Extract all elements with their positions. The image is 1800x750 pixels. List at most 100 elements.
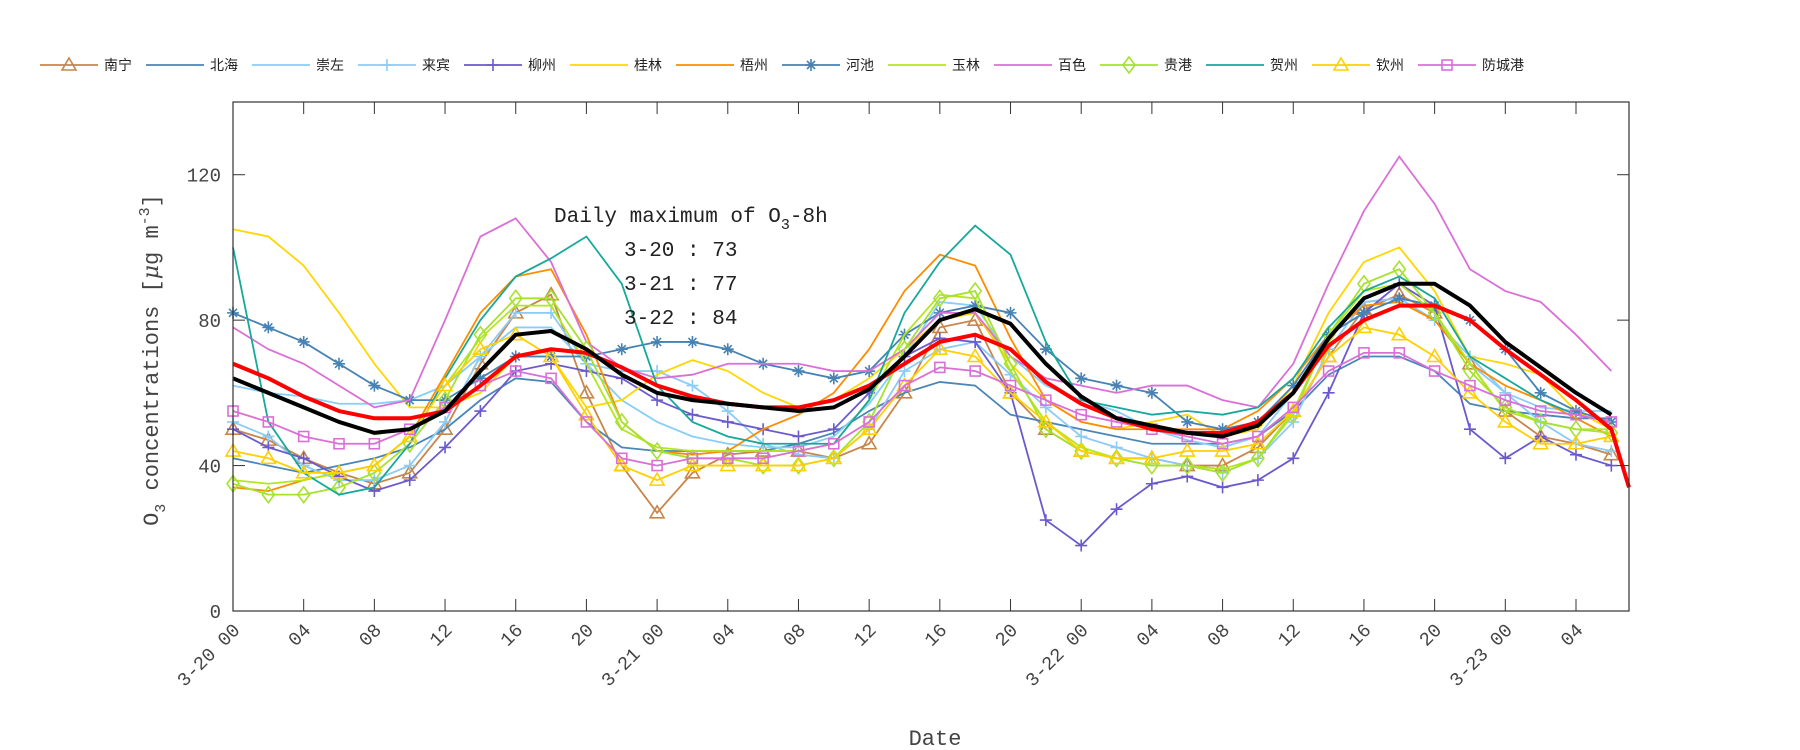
data-point	[262, 430, 275, 443]
diamond-marker-icon	[1122, 55, 1136, 75]
legend-swatch	[358, 59, 416, 71]
data-point	[969, 335, 982, 348]
y-tick-label: 0	[210, 602, 221, 624]
legend-item: 桂林	[568, 54, 662, 76]
data-point	[368, 379, 381, 392]
data-point	[1499, 452, 1512, 465]
annotation-line-2: 3-21 : 77	[624, 274, 737, 297]
annotation-title: Daily maximum of O3-8h	[554, 206, 828, 234]
data-point	[721, 415, 734, 428]
data-point	[1569, 405, 1582, 418]
data-point	[261, 485, 276, 504]
data-point	[330, 464, 348, 479]
data-point	[368, 437, 381, 450]
data-point	[403, 474, 416, 487]
data-point	[827, 423, 840, 436]
series-10	[232, 154, 1612, 409]
data-point	[333, 357, 346, 370]
data-point	[1605, 445, 1618, 458]
data-point	[1355, 318, 1373, 334]
data-point	[1215, 463, 1230, 483]
legend-item: 崇左	[250, 54, 344, 76]
data-point	[1287, 401, 1300, 414]
series-line	[232, 355, 1612, 474]
plot-frame	[232, 101, 1630, 612]
data-point	[792, 445, 805, 457]
legend-label: 崇左	[316, 58, 344, 74]
data-point	[1039, 343, 1052, 356]
data-point	[1039, 401, 1052, 414]
data-point	[686, 335, 699, 348]
data-point	[262, 416, 275, 428]
y-axis-title: O3 concentrations [μg m-3]	[137, 194, 170, 526]
data-point	[508, 288, 523, 308]
data-point	[1605, 415, 1618, 428]
legend-swatch	[676, 64, 734, 66]
data-point	[615, 343, 628, 356]
data-point	[1039, 514, 1052, 527]
data-point	[1533, 412, 1548, 432]
data-point	[439, 441, 452, 454]
data-point	[721, 405, 734, 418]
plus-marker-icon	[381, 59, 393, 71]
data-point	[1250, 448, 1265, 468]
legend-item: 玉林	[886, 54, 980, 76]
legend-item: 北海	[144, 54, 238, 76]
data-point	[403, 459, 416, 472]
legend-item: 河池	[780, 54, 874, 76]
data-point	[1357, 306, 1370, 319]
x-tick-label: 20	[567, 620, 599, 652]
data-point	[1110, 503, 1123, 516]
series-2	[232, 355, 1612, 474]
data-point	[1461, 355, 1479, 370]
data-point	[721, 343, 734, 356]
data-point	[1393, 347, 1406, 359]
data-point	[509, 306, 522, 319]
data-point	[1216, 481, 1229, 494]
data-point	[757, 452, 769, 465]
data-point	[934, 361, 946, 374]
annotation-line-1: 3-20 : 73	[624, 240, 737, 263]
data-point	[1532, 435, 1550, 450]
triangle-marker-icon	[1332, 56, 1350, 71]
data-point	[684, 464, 701, 479]
x-tick-label: 20	[1415, 620, 1447, 652]
data-point	[545, 372, 557, 385]
series-line	[232, 253, 1612, 492]
data-point	[650, 441, 665, 461]
data-point	[259, 449, 277, 465]
data-point	[297, 430, 310, 443]
data-point	[686, 452, 699, 465]
y-tick-label: 40	[198, 457, 221, 479]
legend-item: 梧州	[674, 54, 768, 76]
series-11	[226, 259, 1619, 504]
data-point	[825, 449, 843, 465]
series-5	[227, 277, 1618, 552]
x-tick-label: 3-21 00	[597, 620, 669, 692]
series-7	[232, 253, 1612, 492]
asterisk-marker-icon	[805, 59, 817, 71]
data-point	[1040, 394, 1052, 406]
annotation-line-3: 3-22 : 84	[624, 308, 737, 331]
x-tick-label: 12	[426, 620, 458, 652]
data-point	[297, 452, 310, 465]
data-point	[333, 437, 345, 450]
data-point	[1108, 449, 1125, 465]
data-point	[1358, 347, 1370, 359]
legend-item: 南宁	[38, 54, 132, 76]
data-point	[542, 347, 560, 363]
legend-label: 贵港	[1164, 58, 1192, 74]
series-13	[224, 318, 1620, 486]
data-point	[474, 405, 487, 418]
data-point	[509, 365, 522, 377]
series-line	[232, 297, 1612, 449]
x-tick-label: 04	[1557, 620, 1589, 652]
legend-swatch	[252, 64, 310, 66]
data-point	[1214, 442, 1231, 457]
legend-item: 防城港	[1416, 54, 1524, 76]
data-point	[1037, 413, 1055, 428]
data-point	[1287, 379, 1300, 392]
chart-legend: 南宁 北海 崇左 来宾 柳州 桂林 梧州 河池 玉林 百色 贵港 贺州 钦州 防城港	[38, 54, 1536, 76]
legend-label: 防城港	[1482, 58, 1524, 74]
